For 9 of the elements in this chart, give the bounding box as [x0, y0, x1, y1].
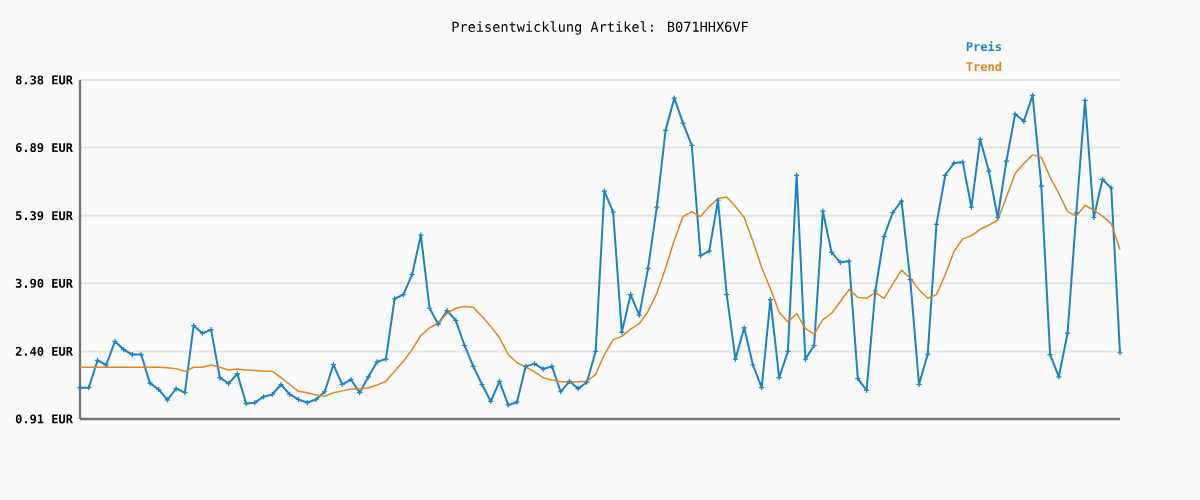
y-tick-label: 2.40 EUR [15, 346, 73, 356]
chart-title: Preisentwicklung Artikel: B071HHX6VF [452, 21, 748, 35]
y-tick-label: 3.90 EUR [15, 278, 73, 288]
y-tick-label: 5.39 EUR [15, 211, 73, 221]
text: Trend [966, 61, 1002, 72]
y-tick-label: 8.38 EUR [15, 75, 73, 85]
y-tick-label: 6.89 EUR [15, 143, 73, 153]
text: Preis [966, 41, 1002, 52]
y-tick-label: 0.91 EUR [15, 414, 73, 424]
